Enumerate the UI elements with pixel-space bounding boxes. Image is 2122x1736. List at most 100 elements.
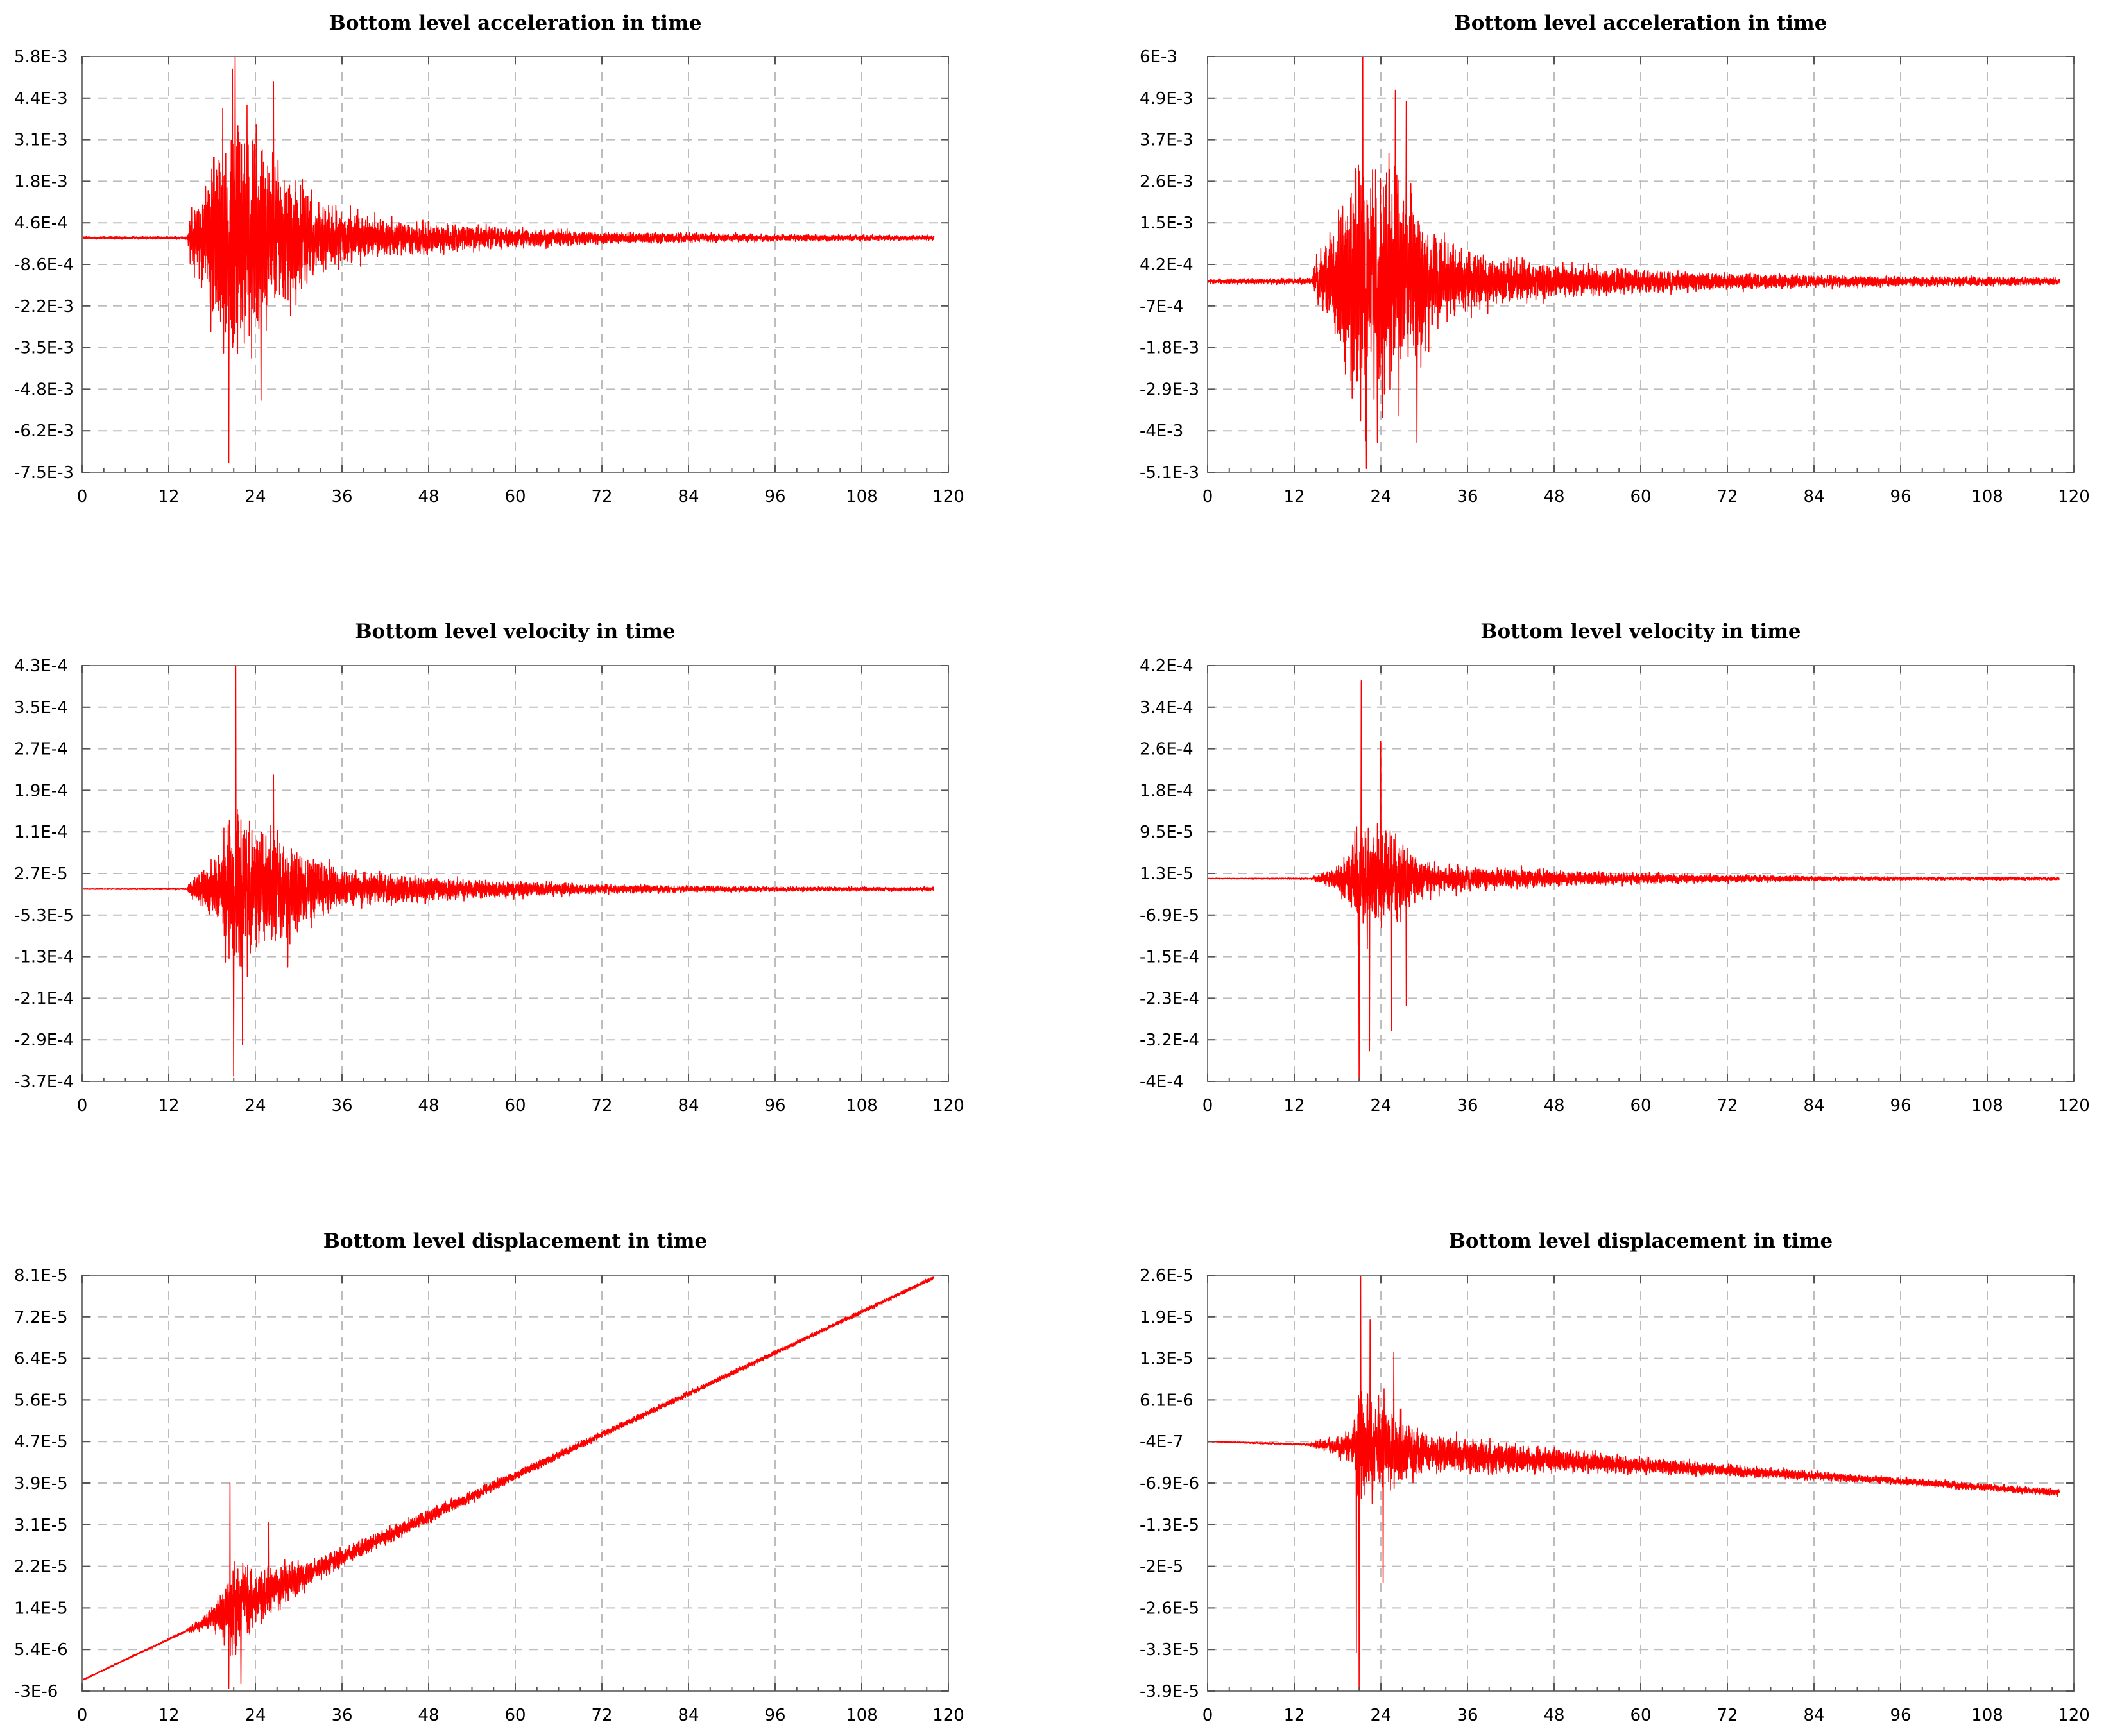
x-tick-label: 72 xyxy=(1716,487,1738,506)
x-tick-label: 84 xyxy=(1803,487,1824,506)
y-tick-label: -2.9E-3 xyxy=(1140,380,1199,399)
x-tick-label: 48 xyxy=(1543,1706,1564,1725)
series-line-velocity xyxy=(1207,680,2060,1082)
y-tick-label: 3.7E-3 xyxy=(1140,131,1194,150)
x-tick-label: 36 xyxy=(331,1706,352,1725)
x-tick-label: 24 xyxy=(1370,487,1391,506)
series-line-acceleration xyxy=(1207,56,2060,469)
x-tick-label: 60 xyxy=(1630,487,1651,506)
x-tick-label: 84 xyxy=(678,1096,699,1115)
y-tick-label: -4.8E-3 xyxy=(14,380,74,399)
chart-displacement-right: Bottom level displacement in time 0 12 24 3… xyxy=(1140,1230,2090,1725)
x-tick-label: 0 xyxy=(1202,1706,1213,1725)
series-line-displacement xyxy=(1207,1275,2060,1692)
x-tick-label: 36 xyxy=(331,1096,352,1115)
x-tick-label: 96 xyxy=(764,1096,785,1115)
x-tick-label: 84 xyxy=(678,1706,699,1725)
y-tick-label: 3.1E-5 xyxy=(14,1516,68,1535)
x-tick-label: 96 xyxy=(1890,1706,1911,1725)
x-tick-label: 96 xyxy=(764,1706,785,1725)
x-tick-label: 48 xyxy=(1543,1096,1564,1115)
y-tick-label: -2.3E-4 xyxy=(1140,989,1199,1008)
y-tick-label: -2.2E-3 xyxy=(14,297,74,316)
y-tick-label: 8.1E-5 xyxy=(14,1266,68,1285)
y-tick-label: 4.6E-4 xyxy=(14,214,68,233)
x-tick-label: 48 xyxy=(418,1706,439,1725)
y-tick-label: 1.3E-5 xyxy=(1140,1350,1194,1369)
y-tick-label: -2.1E-4 xyxy=(14,989,74,1008)
x-tick-label: 36 xyxy=(1457,487,1478,506)
chart-acceleration-left: Bottom level acceleration in time 0 12 24 3… xyxy=(14,12,964,506)
y-tick-label: 1.5E-3 xyxy=(1140,214,1194,233)
y-tick-label: -3.9E-5 xyxy=(1140,1682,1199,1701)
y-tick-label: 5.8E-3 xyxy=(14,47,68,67)
chart-title: Bottom level acceleration in time xyxy=(329,12,702,35)
chart-acceleration-right: Bottom level acceleration in time 0 12 24 3… xyxy=(1140,12,2090,506)
x-tick-label: 60 xyxy=(504,487,526,506)
y-tick-label: 9.5E-5 xyxy=(1140,823,1194,842)
x-tick-label: 108 xyxy=(846,487,878,506)
y-tick-label: 5.4E-6 xyxy=(14,1640,68,1660)
chart-title: Bottom level displacement in time xyxy=(1449,1230,1833,1253)
x-tick-label: 96 xyxy=(1890,1096,1911,1115)
y-tick-label: 1.1E-4 xyxy=(14,823,68,842)
chart-displacement-left: Bottom level displacement in time 0 12 24 3… xyxy=(14,1230,964,1725)
y-tick-label: 3.1E-3 xyxy=(14,131,68,150)
x-tick-label: 120 xyxy=(2058,1096,2090,1115)
x-tick-label: 0 xyxy=(1202,487,1213,506)
y-tick-label: 4.3E-4 xyxy=(14,657,68,676)
y-tick-label: 2.7E-5 xyxy=(14,864,68,884)
x-tick-label: 12 xyxy=(1283,1706,1305,1725)
y-tick-label: 6E-3 xyxy=(1140,47,1177,67)
x-tick-label: 0 xyxy=(77,1706,88,1725)
y-tick-label: -8.6E-4 xyxy=(14,255,74,275)
x-tick-label: 12 xyxy=(158,1096,179,1115)
y-tick-label: -1.3E-4 xyxy=(14,948,74,967)
y-tick-label: 4.9E-3 xyxy=(1140,89,1194,108)
y-tick-label: 2.2E-5 xyxy=(14,1558,68,1577)
series-line-velocity xyxy=(81,665,935,1077)
x-tick-label: 60 xyxy=(504,1706,526,1725)
x-tick-label: 120 xyxy=(932,487,964,506)
y-tick-label: 4.2E-4 xyxy=(1140,255,1194,275)
y-tick-label: 1.9E-5 xyxy=(1140,1308,1194,1327)
y-tick-label: -5.3E-5 xyxy=(14,906,74,925)
y-tick-label: -2E-5 xyxy=(1140,1558,1183,1577)
y-tick-label: -3E-6 xyxy=(14,1682,58,1701)
x-tick-label: 24 xyxy=(244,487,266,506)
y-tick-label: 1.3E-5 xyxy=(1140,864,1194,884)
y-tick-label: -3.2E-4 xyxy=(1140,1031,1199,1050)
x-tick-label: 120 xyxy=(2058,1706,2090,1725)
y-tick-label: -5.1E-3 xyxy=(1140,463,1199,483)
y-tick-label: -6.2E-3 xyxy=(14,422,74,441)
y-tick-label: 2.6E-3 xyxy=(1140,172,1194,191)
x-tick-label: 72 xyxy=(591,1706,612,1725)
y-tick-label: 2.6E-4 xyxy=(1140,740,1194,759)
y-tick-label: 6.4E-5 xyxy=(14,1350,68,1369)
y-tick-label: 6.1E-6 xyxy=(1140,1391,1194,1410)
y-tick-label: -1.3E-5 xyxy=(1140,1516,1199,1535)
y-tick-label: 1.4E-5 xyxy=(14,1599,68,1618)
y-tick-label: -4E-4 xyxy=(1140,1072,1183,1092)
x-tick-label: 84 xyxy=(678,487,699,506)
x-tick-label: 120 xyxy=(932,1096,964,1115)
y-tick-label: -3.7E-4 xyxy=(14,1072,74,1092)
y-tick-label: -7.5E-3 xyxy=(14,463,74,483)
y-tick-label: 2.6E-5 xyxy=(1140,1266,1194,1285)
y-tick-label: 5.6E-5 xyxy=(14,1391,68,1410)
y-tick-label: 3.9E-5 xyxy=(14,1474,68,1493)
chart-title: Bottom level velocity in time xyxy=(1480,620,1801,643)
x-tick-label: 108 xyxy=(1971,1096,2003,1115)
chart-velocity-left: Bottom level velocity in time 0 12 24 36 48 6… xyxy=(14,620,964,1115)
y-tick-label: -2.9E-4 xyxy=(14,1031,74,1050)
x-tick-label: 72 xyxy=(1716,1706,1738,1725)
y-tick-label: -4E-3 xyxy=(1140,422,1183,441)
x-tick-label: 48 xyxy=(1543,487,1564,506)
x-tick-label: 12 xyxy=(158,487,179,506)
y-tick-label: 4.2E-4 xyxy=(1140,657,1194,676)
y-tick-label: -1.8E-3 xyxy=(1140,339,1199,358)
x-tick-label: 72 xyxy=(1716,1096,1738,1115)
y-tick-label: -3.5E-3 xyxy=(14,339,74,358)
x-tick-label: 120 xyxy=(932,1706,964,1725)
